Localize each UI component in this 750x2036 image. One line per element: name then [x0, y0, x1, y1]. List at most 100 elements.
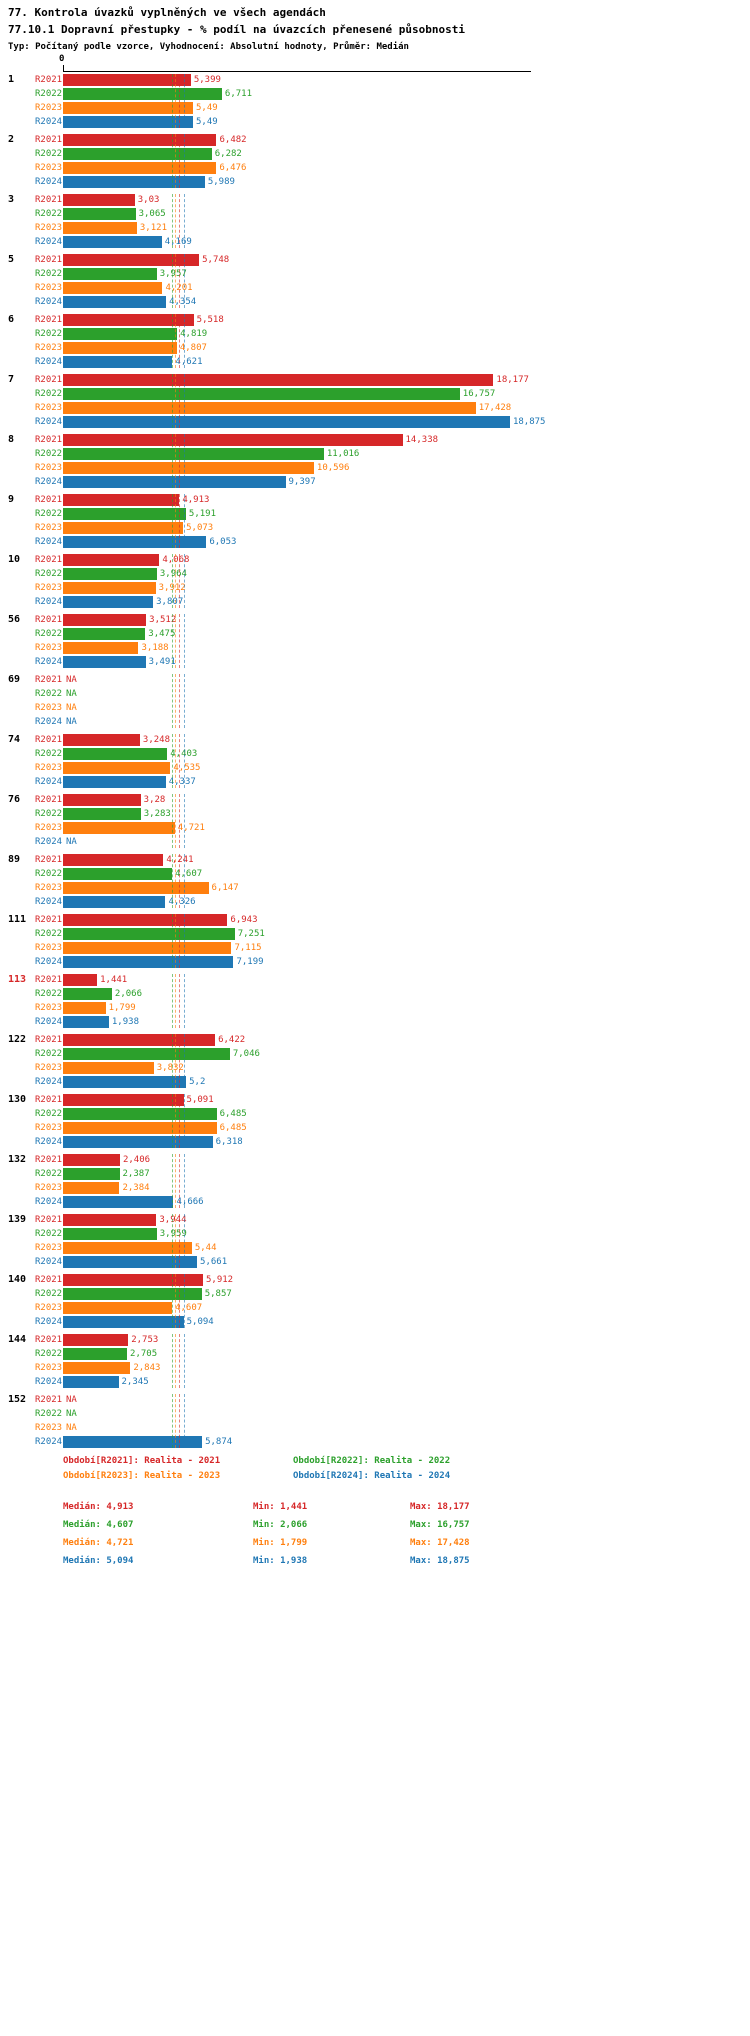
bar-value-label: 3,475 — [148, 629, 176, 639]
series-label: R2021 — [35, 1395, 63, 1405]
bar-value-label: 18,875 — [512, 417, 546, 427]
bar-row: R2024 4,337 — [35, 775, 750, 789]
bar-value-label: 6,485 — [219, 1109, 247, 1119]
bar-row: R2023 2,843 — [35, 1361, 750, 1375]
median-line-R2024 — [183, 314, 185, 368]
bar-R2023 — [63, 882, 209, 894]
bar-group-144: 144 R2021 2,753 R2022 2,705 R2023 2,843 R2024 2,… — [0, 1333, 750, 1389]
median-line-R2021 — [179, 674, 181, 728]
group-bar-block: R2021 5,399 R2022 6,711 R2023 5,49 R2024 5,49 — [35, 73, 750, 129]
bar-row: R2024 4,666 — [35, 1195, 750, 1209]
median-line-R2023 — [174, 254, 176, 308]
series-label: R2021 — [35, 915, 63, 925]
median-line-R2022 — [172, 1094, 174, 1148]
bar-value-label: 2,753 — [131, 1335, 159, 1345]
bar-value-label: 4,607 — [175, 1303, 203, 1313]
bar-row: R2021 6,482 — [35, 133, 750, 147]
x-axis-line — [63, 71, 531, 72]
bar-value-label: 3,832 — [156, 1063, 184, 1073]
median-line-R2022 — [172, 494, 174, 548]
bar-R2023 — [63, 1122, 217, 1134]
bar-group-122: 122 R2021 6,422 R2022 7,046 R2023 3,832 R2024 5,… — [0, 1033, 750, 1089]
median-line-R2023 — [174, 674, 176, 728]
median-line-R2022 — [172, 734, 174, 788]
bar-row: R2022 4,403 — [35, 747, 750, 761]
bar-R2024 — [63, 1076, 187, 1088]
series-label: R2023 — [35, 283, 63, 293]
bar-row: R2024 4,354 — [35, 295, 750, 309]
bar-group-152: 152 R2021 NA R2022 NA R2023 NA R2024 5,874 — [0, 1393, 750, 1449]
series-label: R2022 — [35, 149, 63, 159]
bar-row: R2021 4,068 — [35, 553, 750, 567]
bar-row: R2024 5,49 — [35, 115, 750, 129]
median-line-R2022 — [172, 1154, 174, 1208]
stats-row-R2021: Medián: 4,913 Min: 1,441 Max: 18,177 — [63, 1502, 470, 1520]
median-line-R2022 — [172, 1274, 174, 1328]
group-label: 113 — [8, 974, 27, 985]
bar-value-label: NA — [66, 717, 77, 727]
series-label: R2022 — [35, 869, 63, 879]
bar-R2023 — [63, 1302, 173, 1314]
stat-median: Medián: 4,913 — [63, 1502, 134, 1512]
bar-group-10: 10 R2021 4,068 R2022 3,964 R2023 3,912 R2024 3,8… — [0, 553, 750, 609]
bar-row: R2022 4,819 — [35, 327, 750, 341]
bar-row: R2021 6,943 — [35, 913, 750, 927]
series-label: R2021 — [35, 435, 63, 445]
bar-R2024 — [63, 596, 154, 608]
x-axis-origin-label: 0 — [59, 54, 65, 64]
bar-row: R2023 10,596 — [35, 461, 750, 475]
median-line-R2022 — [172, 1214, 174, 1268]
bar-row: R2023 4,721 — [35, 821, 750, 835]
series-label: R2021 — [35, 135, 63, 145]
group-label: 1 — [8, 74, 15, 85]
series-label: R2022 — [35, 329, 63, 339]
median-line-R2024 — [183, 74, 185, 128]
median-line-R2023 — [174, 1094, 176, 1148]
bar-row: R2021 3,28 — [35, 793, 750, 807]
group-bar-block: R2021 2,406 R2022 2,387 R2023 2,384 R2024 4,666 — [35, 1153, 750, 1209]
bar-row: R2022 4,607 — [35, 867, 750, 881]
bar-row: R2021 NA — [35, 673, 750, 687]
stat-median: Medián: 4,607 — [63, 1520, 134, 1530]
bar-R2024 — [63, 176, 205, 188]
median-line-R2023 — [174, 374, 176, 428]
stat-max: Max: 16,757 — [410, 1520, 470, 1530]
bar-R2023 — [63, 342, 177, 354]
median-line-R2023 — [174, 434, 176, 488]
bar-row: R2021 5,748 — [35, 253, 750, 267]
bar-R2021 — [63, 314, 194, 326]
median-line-R2024 — [183, 1214, 185, 1268]
group-bar-block: R2021 3,28 R2022 3,283 R2023 4,721 R2024 NA — [35, 793, 750, 849]
group-label: 2 — [8, 134, 15, 145]
bar-value-label: 7,046 — [232, 1049, 260, 1059]
bar-row: R2024 4,621 — [35, 355, 750, 369]
bar-R2023 — [63, 1362, 131, 1374]
bar-row: R2023 17,428 — [35, 401, 750, 415]
median-line-R2022 — [172, 74, 174, 128]
bar-value-label: 1,799 — [108, 1003, 136, 1013]
series-label: R2024 — [35, 1317, 63, 1327]
median-line-R2024 — [183, 794, 185, 848]
series-label: R2021 — [35, 555, 63, 565]
series-label: R2021 — [35, 1155, 63, 1165]
bar-row: R2024 5,2 — [35, 1075, 750, 1089]
bar-row: R2021 4,913 — [35, 493, 750, 507]
series-label: R2022 — [35, 749, 63, 759]
bar-row: R2022 3,283 — [35, 807, 750, 821]
median-line-R2024 — [183, 374, 185, 428]
bar-row: R2021 18,177 — [35, 373, 750, 387]
bar-R2021 — [63, 1154, 120, 1166]
bar-value-label: 5,748 — [202, 255, 230, 265]
median-line-R2024 — [183, 1154, 185, 1208]
bar-R2022 — [63, 1288, 202, 1300]
series-label: R2023 — [35, 1183, 63, 1193]
bar-R2022 — [63, 868, 173, 880]
bar-R2023 — [63, 1242, 192, 1254]
series-label: R2024 — [35, 897, 63, 907]
bar-row: R2022 3,475 — [35, 627, 750, 641]
series-label: R2022 — [35, 1109, 63, 1119]
series-label: R2024 — [35, 957, 63, 967]
series-label: R2023 — [35, 703, 63, 713]
bar-value-label: 2,406 — [122, 1155, 151, 1165]
